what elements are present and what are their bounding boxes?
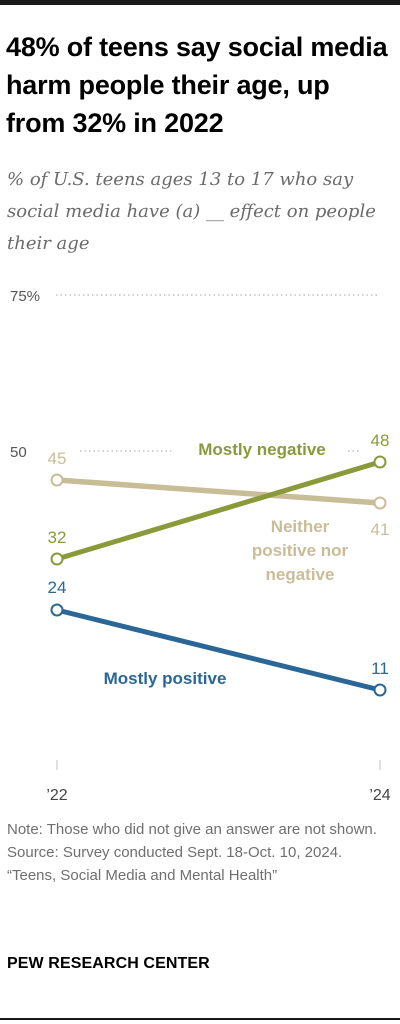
series-line (54, 607, 383, 693)
data-label: 11 (371, 659, 389, 678)
series-label: Neither (271, 517, 330, 536)
data-point (373, 683, 387, 697)
line-chart: 75% 50 ’22 ’24 32 48 45 41 24 11 Mostly negative Ne… (10, 288, 391, 804)
source-text: Source: Survey conducted Sept. 18-Oct. 1… (7, 844, 343, 861)
x-tick-label: ’24 (369, 787, 390, 804)
series-label: Mostly positive (104, 669, 227, 688)
bottom-rule (0, 1018, 400, 1020)
series-line (54, 477, 383, 506)
data-point (50, 603, 64, 617)
series-label: negative (266, 565, 335, 584)
series-line (54, 459, 383, 562)
y-tick-label: 75% (10, 288, 40, 305)
top-rule (0, 0, 400, 5)
data-point (373, 496, 387, 510)
chart-subtitle: % of U.S. teens ages 13 to 17 who say so… (7, 169, 376, 254)
notes-block: Note: Those who did not give an answer a… (7, 818, 392, 887)
data-label: 48 (371, 431, 390, 450)
chart-title: 48% of teens say social media harm peopl… (6, 32, 388, 138)
data-label: 45 (48, 449, 67, 468)
series-label: Mostly negative (198, 440, 326, 459)
report-title: “Teens, Social Media and Mental Health” (7, 867, 278, 884)
y-tick-label: 50 (10, 444, 27, 461)
series-label: positive nor (252, 541, 349, 560)
brand-logo-text: PEW RESEARCH CENTER (7, 955, 210, 972)
x-tick-label: ’22 (46, 787, 67, 804)
data-point (50, 473, 64, 487)
data-label: 24 (48, 578, 67, 597)
note-text: Note: Those who did not give an answer a… (7, 821, 377, 838)
data-label: 32 (48, 528, 67, 547)
data-label: 41 (371, 520, 390, 539)
data-point (50, 552, 64, 566)
data-point (373, 455, 387, 469)
